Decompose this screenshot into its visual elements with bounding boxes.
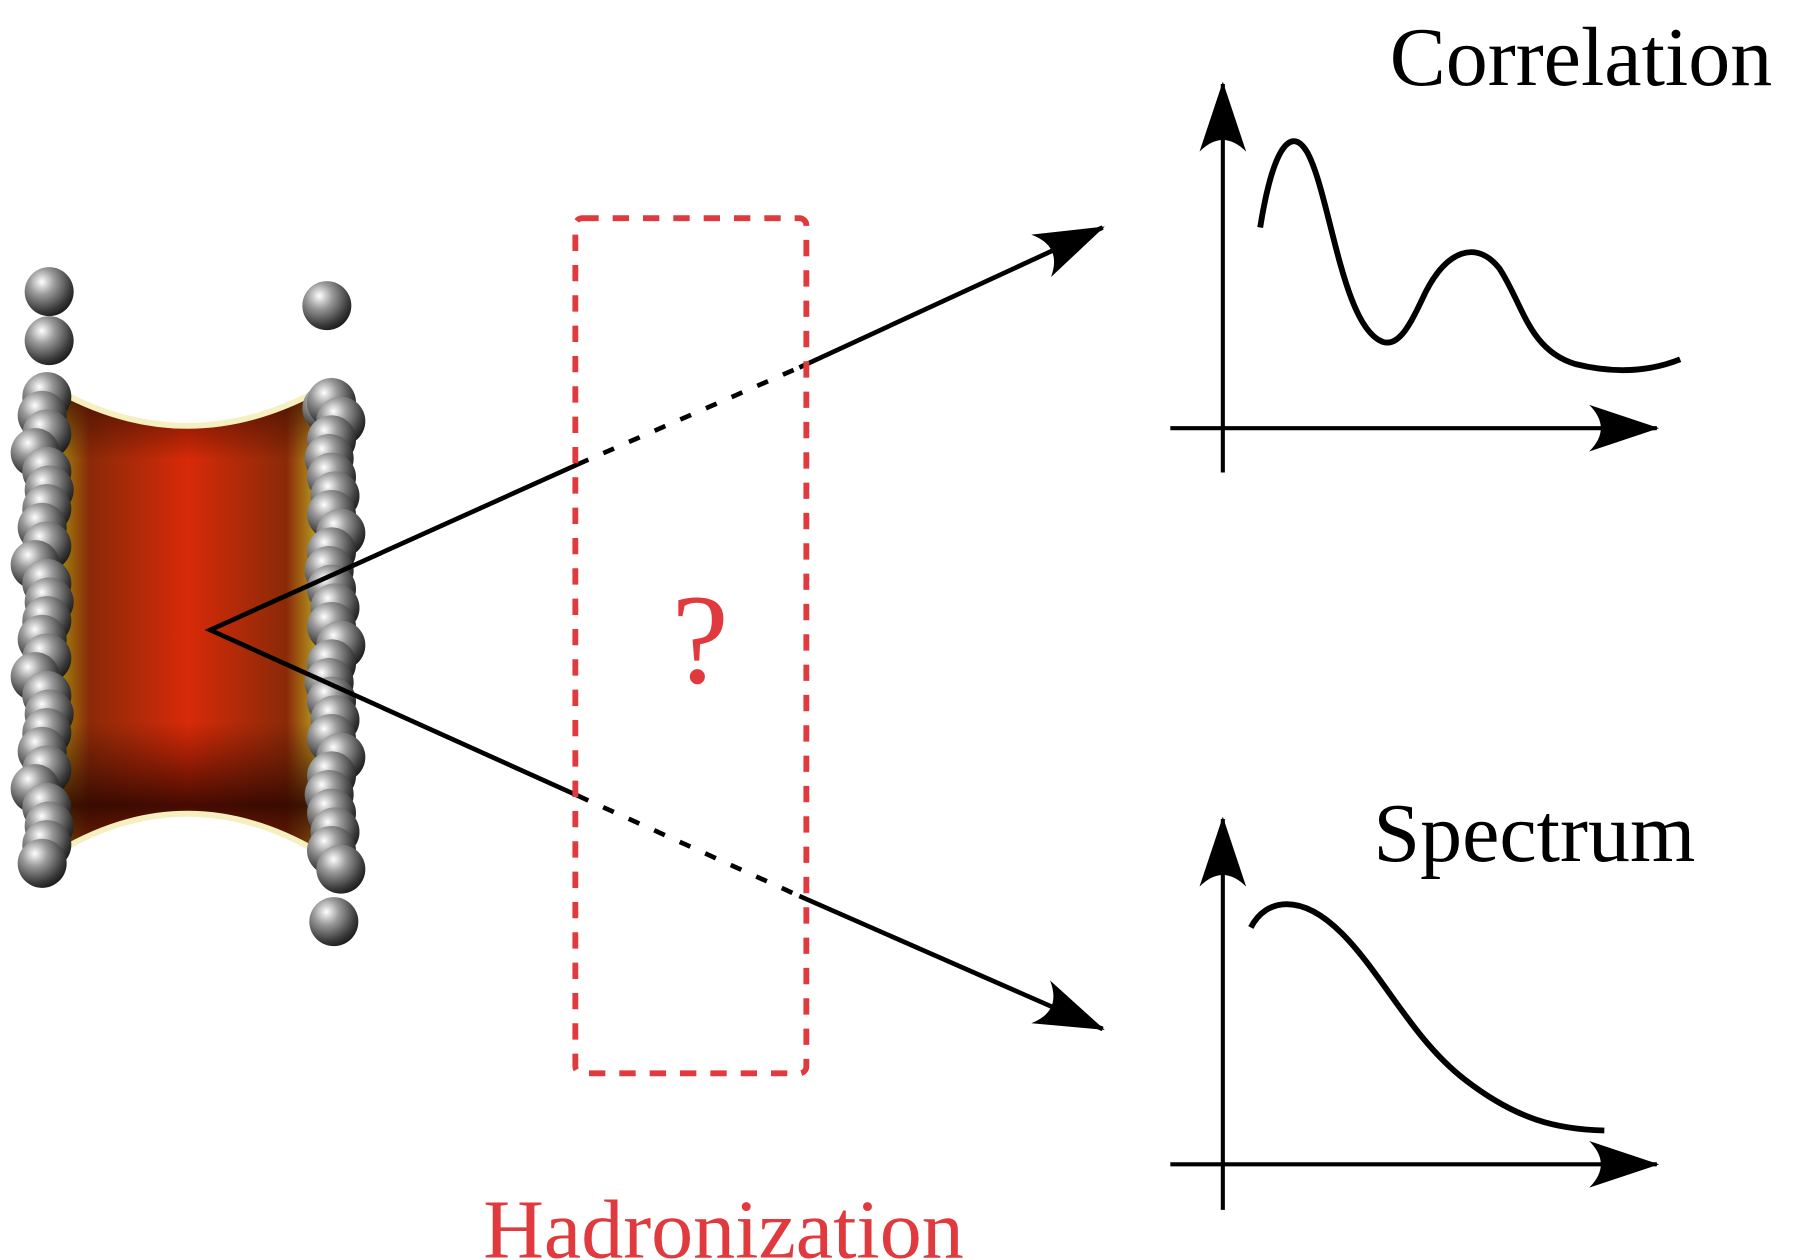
hadronization-box bbox=[572, 215, 810, 1077]
arrow-lower bbox=[798, 893, 1105, 1032]
nucleon bbox=[24, 316, 74, 366]
spectrum-curve bbox=[1248, 901, 1605, 1134]
arrow-upper bbox=[798, 225, 1105, 370]
solid-lines bbox=[204, 462, 579, 798]
spectrum-title: Spectrum bbox=[1373, 787, 1695, 880]
nucleon bbox=[316, 844, 366, 894]
dotted-line bbox=[576, 365, 801, 467]
nucleon bbox=[302, 281, 352, 331]
nucleon bbox=[309, 897, 359, 947]
nucleons bbox=[10, 267, 366, 947]
correlation-plot bbox=[1170, 81, 1682, 473]
nucleon bbox=[17, 838, 67, 888]
fireball bbox=[57, 388, 319, 855]
dotted-line bbox=[576, 793, 801, 899]
emission-lines bbox=[204, 225, 1105, 1032]
question-mark: ? bbox=[672, 569, 729, 711]
correlation-title: Correlation bbox=[1390, 11, 1773, 104]
spectrum-plot bbox=[1170, 816, 1660, 1210]
nucleon bbox=[24, 267, 74, 317]
hadronization-label: Hadronization bbox=[483, 1184, 963, 1260]
correlation-curve bbox=[1257, 138, 1682, 374]
